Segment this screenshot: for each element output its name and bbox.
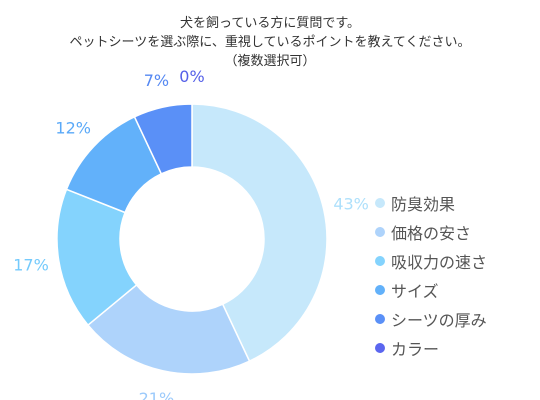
legend-swatch-3 <box>375 284 385 295</box>
slice-label-4: 7% <box>144 71 169 90</box>
slice-1 <box>86 283 251 375</box>
legend-item-1: 価格の安さ <box>375 217 487 246</box>
slice-0 <box>191 103 328 363</box>
chart-title-line-1: 犬を飼っている方に質問です。 <box>179 16 361 31</box>
legend-label-2: 吸収力の速さ <box>391 252 488 272</box>
legend-swatch-1 <box>375 226 385 237</box>
chart-title-line-3: （複数選択可） <box>224 54 316 69</box>
legend-label-5: カラー <box>391 339 440 359</box>
legend-swatch-4 <box>375 313 385 324</box>
legend-item-0: 防臭効果 <box>375 188 487 217</box>
legend-item-5: カラー <box>375 333 487 362</box>
slice-label-2: 17% <box>13 256 49 275</box>
legend-item-3: サイズ <box>375 275 487 304</box>
legend-item-2: 吸収力の速さ <box>375 246 487 275</box>
donut-slices <box>56 103 328 375</box>
legend-item-4: シーツの厚み <box>375 304 487 333</box>
legend-swatch-5 <box>375 342 385 353</box>
legend-label-0: 防臭効果 <box>391 194 456 214</box>
legend-label-4: シーツの厚み <box>391 310 487 330</box>
chart-title-line-2: ペットシーツを選ぶ際に、重視しているポイントを教えてください。 <box>69 35 471 50</box>
slice-4 <box>133 103 193 175</box>
chart-title: 犬を飼っている方に質問です。 ペットシーツを選ぶ際に、重視しているポイントを教え… <box>0 14 540 71</box>
chart-legend: 防臭効果価格の安さ吸収力の速さ サイズシーツの厚み カラー <box>375 188 487 362</box>
legend-swatch-2 <box>375 255 385 266</box>
legend-label-1: 価格の安さ <box>391 223 472 243</box>
slice-labels: 43% 21% 17% 12% 7% 0% <box>13 67 369 400</box>
slice-label-3: 12% <box>55 118 91 137</box>
legend-label-3: サイズ <box>391 281 439 301</box>
slice-label-5: 0% <box>179 67 204 86</box>
slice-label-0: 43% <box>333 194 369 213</box>
slice-label-1: 21% <box>139 389 175 400</box>
legend-swatch-0 <box>375 197 385 208</box>
